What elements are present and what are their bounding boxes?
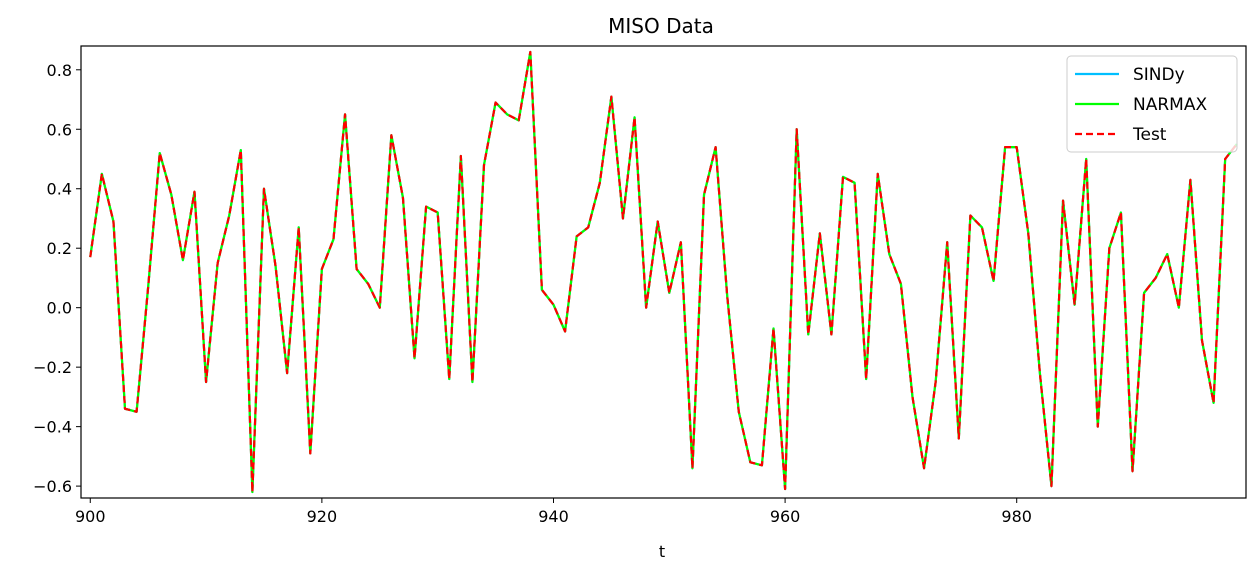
plot-area xyxy=(89,50,1238,494)
y-tick-label: 0.8 xyxy=(47,61,72,80)
legend-entry-narmax: NARMAX xyxy=(1133,95,1207,115)
legend-entry-test: Test xyxy=(1132,125,1167,145)
y-tick-label: 0.2 xyxy=(47,239,72,258)
x-tick-label: 940 xyxy=(538,507,569,526)
axes: 900 920 940 960 980 −0.6 −0.4 −0.2 0.0 0.2 0.4 0.6 0… xyxy=(33,61,1032,526)
series-line-narmax xyxy=(89,50,1238,494)
y-tick-label: −0.2 xyxy=(33,358,72,377)
y-tick-label: 0.0 xyxy=(47,299,72,318)
legend-box xyxy=(1066,55,1238,153)
legend: SINDy NARMAX Test xyxy=(1066,55,1238,153)
legend-entry-sindy: SINDy xyxy=(1133,65,1185,85)
series-line-test xyxy=(89,50,1238,494)
x-tick-label: 960 xyxy=(770,507,801,526)
chart-title: MISO Data xyxy=(608,14,714,38)
y-tick-label: 0.6 xyxy=(47,120,72,139)
y-tick-label: −0.4 xyxy=(33,418,72,437)
x-axis-label: t xyxy=(659,542,665,561)
y-tick-label: 0.4 xyxy=(47,180,72,199)
x-tick-label: 980 xyxy=(1001,507,1032,526)
x-tick-label: 900 xyxy=(75,507,106,526)
series-line-sindy xyxy=(89,50,1238,494)
x-tick-label: 920 xyxy=(307,507,338,526)
plot-frame xyxy=(80,45,1247,499)
y-tick-label: −0.6 xyxy=(33,477,72,496)
